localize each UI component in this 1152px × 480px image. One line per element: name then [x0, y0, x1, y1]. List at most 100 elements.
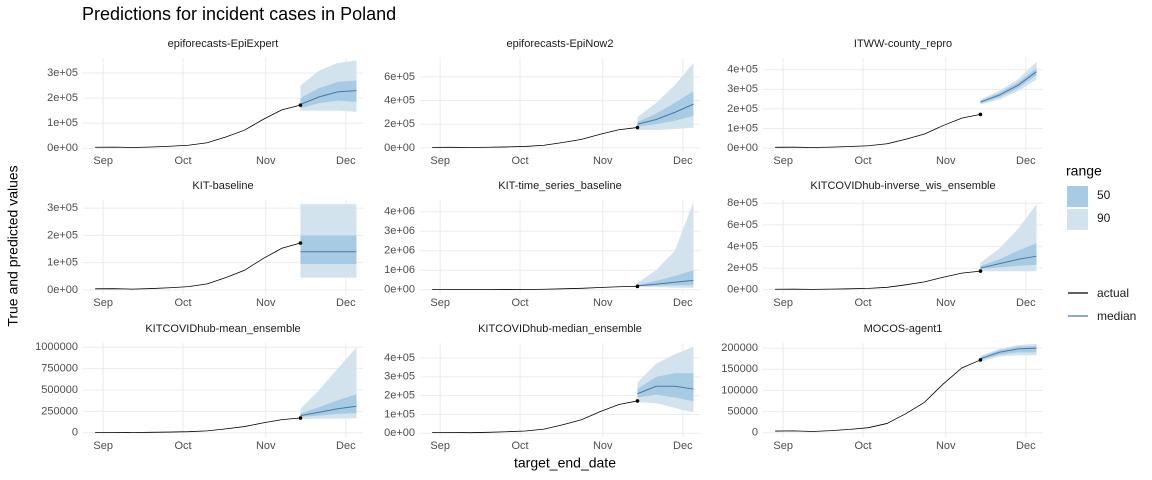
- median-line: [637, 279, 694, 287]
- y-tick-label: 1000000: [35, 341, 78, 353]
- y-tick-label: 150000: [721, 363, 758, 375]
- y-tick-label: 2e+05: [727, 262, 758, 274]
- panel-title: KITCOVIDhub-mean_ensemble: [145, 323, 300, 335]
- chart-title: Predictions for incident cases in Poland: [82, 4, 396, 24]
- x-tick-label: Oct: [174, 155, 191, 167]
- y-tick-label: 0e+00: [384, 284, 415, 296]
- y-tick-label: 1e+05: [384, 408, 415, 420]
- x-tick-label: Nov: [593, 155, 613, 167]
- range-band: [637, 373, 694, 402]
- y-tick-label: 2e+05: [727, 103, 758, 115]
- y-tick-label: 4e+05: [384, 352, 415, 364]
- y-tick-label: 0e+00: [384, 427, 415, 439]
- y-tick-label: 6e+05: [727, 219, 758, 231]
- actual-line: [95, 104, 301, 148]
- panel-title: KITCOVIDhub-median_ensemble: [478, 323, 642, 335]
- range-band: [637, 91, 694, 127]
- legend-label: actual: [1097, 286, 1129, 300]
- actual-line: [432, 127, 638, 148]
- legend-swatch: [1067, 209, 1088, 230]
- y-tick-label: 200000: [721, 342, 758, 354]
- x-tick-label: Dec: [336, 297, 356, 309]
- y-tick-label: 500000: [41, 384, 78, 396]
- y-tick-label: 8e+05: [727, 197, 758, 209]
- median-line: [980, 255, 1037, 269]
- x-tick-label: Dec: [1016, 440, 1036, 452]
- y-tick-label: 3e+05: [47, 67, 78, 79]
- legend-title: range: [1066, 163, 1102, 179]
- y-tick-label: 1e+05: [47, 117, 78, 129]
- x-tick-label: Dec: [673, 440, 693, 452]
- legend-swatch: [1067, 186, 1088, 207]
- y-tick-label: 2e+05: [384, 118, 415, 130]
- actual-point: [978, 358, 983, 362]
- panel-title: epiforecasts-EpiNow2: [507, 38, 614, 50]
- actual-point: [635, 399, 640, 403]
- x-tick-label: Dec: [1016, 155, 1036, 167]
- x-tick-label: Dec: [336, 155, 356, 167]
- actual-point: [635, 284, 640, 289]
- x-tick-label: Oct: [511, 440, 528, 452]
- x-tick-label: Oct: [854, 297, 871, 309]
- panel-title: epiforecasts-EpiExpert: [168, 38, 279, 50]
- x-tick-label: Sep: [93, 155, 113, 167]
- x-tick-label: Nov: [256, 440, 276, 452]
- y-tick-label: 0e+00: [727, 284, 758, 296]
- actual-point: [635, 125, 640, 130]
- y-tick-label: 1e+05: [727, 122, 758, 134]
- median-line: [300, 405, 357, 417]
- y-tick-label: 2e+05: [47, 229, 78, 241]
- range-band: [980, 345, 1037, 360]
- y-tick-label: 100000: [721, 384, 758, 396]
- x-tick-label: Sep: [773, 297, 793, 309]
- y-tick-label: 4e+05: [727, 240, 758, 252]
- actual-line: [95, 242, 301, 290]
- median-line: [980, 347, 1037, 360]
- x-tick-label: Dec: [336, 440, 356, 452]
- actual-line: [775, 359, 981, 432]
- actual-line: [432, 400, 638, 434]
- y-tick-label: 2e+05: [47, 92, 78, 104]
- x-tick-label: Nov: [936, 155, 956, 167]
- actual-line: [775, 270, 981, 290]
- range-band: [980, 243, 1037, 270]
- legend-label: 90: [1097, 211, 1111, 225]
- legend-label: median: [1097, 309, 1136, 323]
- x-tick-label: Dec: [1016, 297, 1036, 309]
- x-tick-label: Oct: [511, 297, 528, 309]
- x-tick-label: Sep: [430, 155, 450, 167]
- y-tick-label: 0: [752, 427, 758, 439]
- x-tick-label: Sep: [430, 297, 450, 309]
- actual-point: [298, 241, 303, 245]
- x-tick-label: Oct: [854, 440, 871, 452]
- median-line: [637, 103, 694, 125]
- actual-line: [775, 114, 981, 148]
- panel-title: KIT-baseline: [192, 180, 253, 192]
- legend-label: 50: [1097, 188, 1111, 202]
- y-tick-label: 50000: [727, 406, 758, 418]
- y-tick-label: 750000: [41, 363, 78, 375]
- x-tick-label: Dec: [673, 155, 693, 167]
- actual-point: [298, 416, 303, 420]
- x-tick-label: Oct: [854, 155, 871, 167]
- y-tick-label: 4e+05: [384, 94, 415, 106]
- range-band: [637, 201, 694, 288]
- y-tick-label: 3e+05: [727, 83, 758, 95]
- range-band: [300, 235, 357, 265]
- x-tick-label: Nov: [256, 297, 276, 309]
- panel-title: ITWW-county_repro: [854, 38, 952, 50]
- actual-point: [978, 112, 983, 117]
- y-tick-label: 0e+00: [47, 142, 78, 154]
- x-tick-label: Nov: [593, 440, 613, 452]
- actual-point: [298, 103, 303, 107]
- y-tick-label: 4e+06: [384, 206, 415, 218]
- y-axis-label: True and predicted values: [5, 165, 21, 326]
- panel-title: MOCOS-agent1: [864, 323, 943, 335]
- y-tick-label: 0e+00: [727, 142, 758, 154]
- panel-title: KITCOVIDhub-inverse_wis_ensemble: [810, 180, 995, 192]
- range-band: [980, 61, 1037, 105]
- x-tick-label: Oct: [174, 440, 191, 452]
- x-tick-label: Nov: [593, 297, 613, 309]
- y-tick-label: 3e+05: [384, 371, 415, 383]
- x-tick-label: Nov: [256, 155, 276, 167]
